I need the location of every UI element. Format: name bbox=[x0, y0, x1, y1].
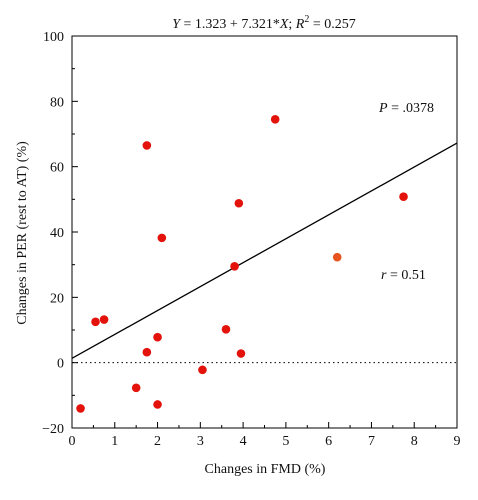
data-point bbox=[153, 332, 162, 342]
data-point bbox=[76, 404, 85, 413]
data-point bbox=[230, 262, 239, 271]
title-r2-var: R bbox=[295, 17, 305, 32]
title-r2-superscript: 2 bbox=[304, 14, 309, 25]
data-point bbox=[198, 365, 207, 375]
chart-title: Y = 1.323 + 7.321*X; R2 = 0.257 bbox=[172, 14, 356, 32]
data-point bbox=[91, 317, 100, 327]
data-point bbox=[99, 315, 109, 324]
x-tick-label: 4 bbox=[240, 434, 247, 449]
p-value-annotation: P = .0378 bbox=[378, 101, 434, 116]
r-value-text: = 0.51 bbox=[386, 268, 425, 283]
x-tick-label: 1 bbox=[111, 434, 118, 449]
title-y-var: Y bbox=[172, 17, 182, 32]
data-point bbox=[236, 349, 246, 358]
data-point bbox=[131, 383, 141, 393]
r-value-annotation: r = 0.51 bbox=[381, 268, 426, 283]
y-tick-label: −20 bbox=[42, 422, 64, 437]
y-tick-label: 40 bbox=[50, 226, 64, 241]
data-point bbox=[399, 192, 408, 202]
data-point bbox=[270, 115, 280, 124]
title-separator: ; bbox=[288, 17, 295, 32]
x-tick-label: 8 bbox=[411, 434, 418, 449]
r-symbol: r bbox=[381, 268, 387, 283]
data-point bbox=[153, 400, 162, 409]
x-tick-label: 7 bbox=[368, 434, 375, 449]
y-axis-label: Changes in PER (rest to AT) (%) bbox=[15, 141, 30, 325]
plot-area: 0 1 2 3 4 5 6 7 8 9 −20 0 20 40 60 80 100 bbox=[42, 30, 460, 449]
title-r2-value: = 0.257 bbox=[309, 17, 355, 32]
data-point bbox=[142, 141, 152, 150]
p-symbol: P bbox=[378, 101, 388, 116]
x-tick-label: 2 bbox=[154, 434, 161, 449]
data-point bbox=[221, 325, 231, 334]
y-tick-label: 80 bbox=[50, 95, 64, 110]
x-axis-label: Changes in FMD (%) bbox=[205, 462, 326, 477]
x-tick-label: 0 bbox=[69, 434, 76, 449]
y-tick-label: 60 bbox=[50, 161, 64, 176]
y-tick-label: 20 bbox=[50, 291, 64, 306]
title-x-var: X bbox=[279, 17, 289, 32]
x-tick-label: 6 bbox=[325, 434, 332, 449]
x-tick-label: 9 bbox=[454, 434, 461, 449]
data-point-highlighted bbox=[332, 252, 342, 262]
title-equation: = 1.323 + 7.321* bbox=[180, 17, 280, 32]
x-tick-label: 5 bbox=[282, 434, 289, 449]
regression-line bbox=[71, 142, 458, 359]
y-tick-label: 0 bbox=[57, 357, 64, 372]
x-tick-label: 3 bbox=[197, 434, 204, 449]
data-point bbox=[142, 347, 152, 357]
y-tick-label: 100 bbox=[43, 30, 64, 45]
p-value-text: = .0378 bbox=[388, 101, 434, 116]
data-point bbox=[157, 233, 167, 243]
data-point bbox=[234, 198, 244, 208]
